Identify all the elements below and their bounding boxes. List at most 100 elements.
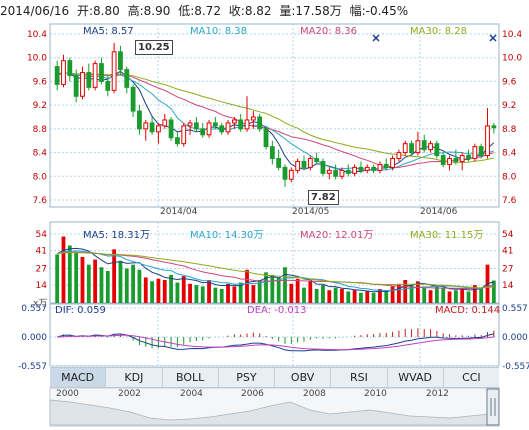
- quote-open: 开:8.80: [77, 4, 120, 18]
- volume-bar: [156, 278, 161, 303]
- candle-body: [263, 128, 269, 148]
- volume-bar: [314, 288, 319, 303]
- volume-bar: [434, 286, 439, 303]
- volume-bar: [181, 276, 186, 303]
- volume-bar: [232, 286, 237, 303]
- tab-kdj[interactable]: KDJ: [106, 368, 163, 387]
- volume-y-tick-left: 54: [36, 230, 48, 240]
- volume-bar: [289, 283, 294, 303]
- price-y-tick-left: 8.8: [33, 125, 48, 135]
- tab-boll[interactable]: BOLL: [163, 368, 219, 387]
- volume-bar: [207, 280, 211, 303]
- candle-body: [282, 166, 288, 180]
- candle-body: [80, 72, 85, 97]
- price-y-tick-left: 9.2: [33, 101, 47, 111]
- price-y-tick-left: 8.4: [33, 149, 48, 159]
- quote-change: 幅:-0.45%: [349, 4, 409, 18]
- price-y-tick-right: 8.0: [502, 172, 517, 182]
- tab-wvad[interactable]: WVAD: [388, 368, 444, 387]
- tab-cci[interactable]: CCI: [462, 371, 481, 384]
- quote-volume: 量:17.58万: [279, 4, 342, 18]
- tab-psy[interactable]: PSY: [219, 368, 275, 387]
- volume-bar: [200, 286, 205, 303]
- price-y-tick-left: 7.6: [33, 196, 48, 206]
- candle-body: [244, 119, 250, 130]
- candle-body: [238, 119, 244, 130]
- price-ma30-label: MA30: 8.28: [410, 26, 468, 37]
- candle-body: [257, 116, 263, 130]
- price-ma30-line: [57, 72, 494, 164]
- volume-bar: [441, 287, 446, 303]
- quote-date: 2014/06/16: [0, 4, 70, 18]
- candle-body: [219, 125, 225, 133]
- event-marker-icon: [372, 34, 380, 42]
- volume-ma20-line: [57, 251, 494, 290]
- price-y-tick-right: 7.6: [502, 196, 517, 206]
- candle-body: [193, 122, 199, 130]
- volume-bar: [55, 254, 60, 303]
- dif-line: [57, 333, 494, 352]
- candle-body: [231, 119, 237, 124]
- volume-bar: [365, 291, 370, 303]
- volume-bar: [150, 281, 154, 303]
- x-tick-label: 2014/05: [292, 207, 330, 217]
- candle-body: [314, 158, 320, 162]
- candle-body: [472, 146, 478, 159]
- tab-macd[interactable]: MACD: [50, 368, 107, 387]
- candle-body: [124, 69, 130, 88]
- candle-body: [402, 143, 408, 154]
- volume-bar: [67, 245, 72, 303]
- candle-body: [295, 160, 301, 171]
- volume-y-tick-right: 41: [502, 247, 513, 257]
- candle-body: [301, 160, 307, 168]
- candle-body: [111, 51, 117, 91]
- volume-bar: [270, 274, 275, 303]
- candle-body: [175, 137, 180, 145]
- vol-ma5-label: MA5: 18.31万: [83, 230, 151, 241]
- candle-body: [428, 143, 433, 151]
- candle-body: [333, 169, 339, 177]
- quote-header: 2014/06/16 开:8.80 高:8.90 低:8.72 收:8.82 量…: [0, 0, 529, 22]
- macd-y-tick-left: 0.557: [21, 304, 47, 314]
- volume-bar: [245, 269, 249, 303]
- macd-y-tick-left: -0.557: [18, 362, 47, 372]
- candle-body: [377, 163, 383, 171]
- volume-bar: [283, 267, 287, 303]
- volume-bar: [226, 283, 230, 303]
- volume-bar: [378, 288, 382, 303]
- candle-body: [447, 158, 452, 165]
- candle-body: [250, 116, 256, 121]
- quote-close: 收:8.82: [228, 4, 272, 18]
- volume-bar: [321, 285, 325, 303]
- price-y-tick-right: 10.0: [502, 54, 522, 64]
- candle-body: [345, 169, 351, 174]
- volume-bar: [169, 274, 173, 303]
- price-y-tick-left: 8.0: [33, 172, 48, 182]
- candle-body: [396, 152, 402, 159]
- volume-bar: [390, 286, 395, 303]
- tab-obv[interactable]: OBV: [275, 368, 332, 387]
- timeline-year: 2000: [56, 389, 79, 399]
- candle-body: [212, 122, 218, 127]
- volume-bar: [162, 280, 167, 303]
- volume-bar: [80, 257, 85, 303]
- volume-bar: [346, 291, 351, 303]
- high-price-callout: 10.25: [135, 40, 173, 55]
- candle-body: [307, 158, 313, 168]
- volume-ma30-line: [57, 252, 494, 289]
- volume-bar: [264, 272, 268, 303]
- candle-body: [288, 169, 294, 180]
- volume-bar: [453, 290, 458, 303]
- candle-body: [269, 146, 275, 159]
- candle-body: [409, 143, 414, 154]
- candle-body: [225, 122, 231, 133]
- candle-body: [320, 160, 326, 174]
- volume-bar: [352, 290, 357, 303]
- x-tick-label: 2014/04: [160, 207, 198, 217]
- price-y-tick-right: 9.2: [502, 101, 516, 111]
- quote-high: 高:8.90: [127, 4, 171, 18]
- candle-body: [364, 166, 370, 171]
- tab-rsi[interactable]: RSI: [331, 368, 388, 387]
- volume-bar: [188, 283, 192, 303]
